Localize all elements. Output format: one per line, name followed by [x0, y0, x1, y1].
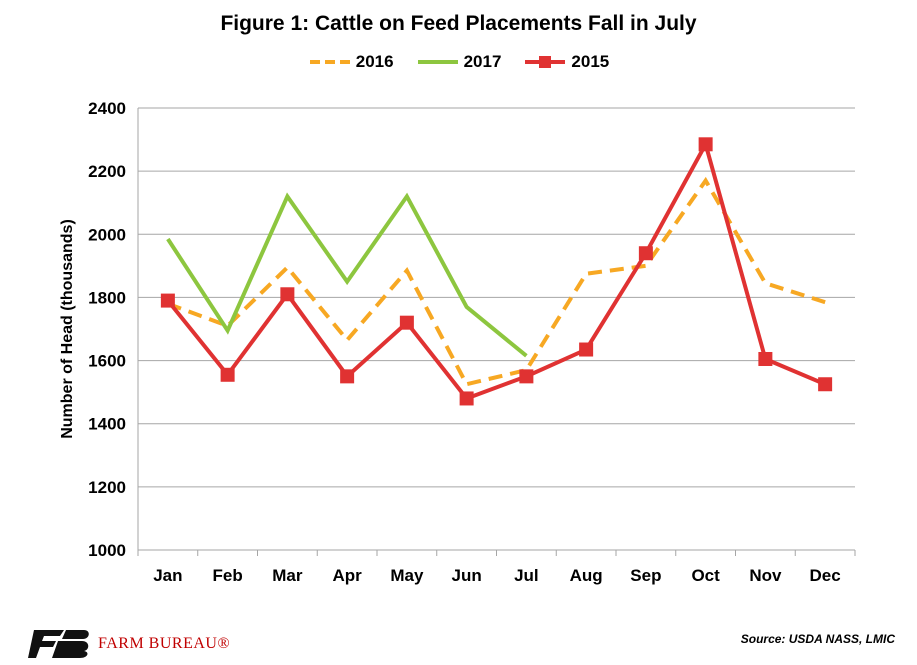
chart-plot: 1000 1200 1400 1600 1800 2000 2200 2400 Jan Feb Ma…: [59, 99, 856, 585]
x-tick-label: Dec: [810, 566, 841, 585]
x-tick-label: Sep: [630, 566, 661, 585]
data-point-2015: [698, 137, 713, 152]
data-point-2015: [220, 367, 235, 382]
legend-label-2016: 2016: [355, 52, 394, 71]
farm-bureau-fb-mark-icon: [28, 630, 89, 658]
source-note: Source: USDA NASS, LMIC: [740, 632, 895, 646]
farm-bureau-logo: FARM BUREAU®: [28, 628, 230, 660]
x-tick-label: Jan: [153, 566, 182, 585]
y-tick-label: 1200: [88, 478, 126, 497]
legend: 2016 2017 2015: [0, 52, 917, 72]
data-point-2015: [638, 246, 653, 261]
x-tick-label: Jul: [514, 566, 539, 585]
x-tick-label: Mar: [272, 566, 303, 585]
y-tick-label: 1800: [88, 288, 126, 307]
data-point-2015: [340, 369, 355, 384]
data-point-2015: [459, 391, 474, 406]
x-tick-label: Apr: [332, 566, 362, 585]
y-axis-label: Number of Head (thousands): [59, 219, 76, 439]
data-point-2015: [758, 351, 773, 366]
data-point-2015: [579, 342, 594, 357]
y-tick-label: 1400: [88, 415, 126, 434]
series-line-2016: [167, 176, 826, 387]
legend-swatch-2017: [417, 60, 458, 64]
x-tick-label: Jun: [452, 566, 482, 585]
legend-swatch-2016: [309, 60, 350, 64]
legend-item-2016: 2016: [308, 52, 394, 72]
legend-item-2015: 2015: [523, 52, 609, 72]
y-tick-label: 1600: [88, 352, 126, 371]
series-line-2015: [166, 139, 826, 401]
y-tick-label: 1000: [88, 541, 126, 560]
logo-text: FARM BUREAU®: [98, 635, 231, 652]
legend-label-2017: 2017: [463, 52, 502, 71]
y-tick-label: 2000: [88, 225, 126, 244]
chart-title: Figure 1: Cattle on Feed Placements Fall…: [220, 12, 697, 35]
data-point-2015: [399, 315, 414, 330]
x-tick-label: Oct: [691, 566, 720, 585]
legend-swatch-2015: [525, 56, 566, 68]
x-tick-label: Feb: [213, 566, 243, 585]
data-point-2015: [280, 287, 295, 302]
x-tick-label: May: [390, 566, 424, 585]
legend-item-2017: 2017: [416, 52, 502, 72]
y-tick-label: 2200: [88, 162, 126, 181]
series-line-2017: [166, 192, 528, 358]
x-tick-label: Aug: [570, 566, 603, 585]
data-point-2015: [160, 293, 175, 308]
x-tick-label: Nov: [749, 566, 782, 585]
data-point-2015: [818, 377, 833, 392]
legend-label-2015: 2015: [571, 52, 610, 71]
y-tick-label: 2400: [88, 99, 126, 118]
data-point-2015: [519, 369, 534, 384]
